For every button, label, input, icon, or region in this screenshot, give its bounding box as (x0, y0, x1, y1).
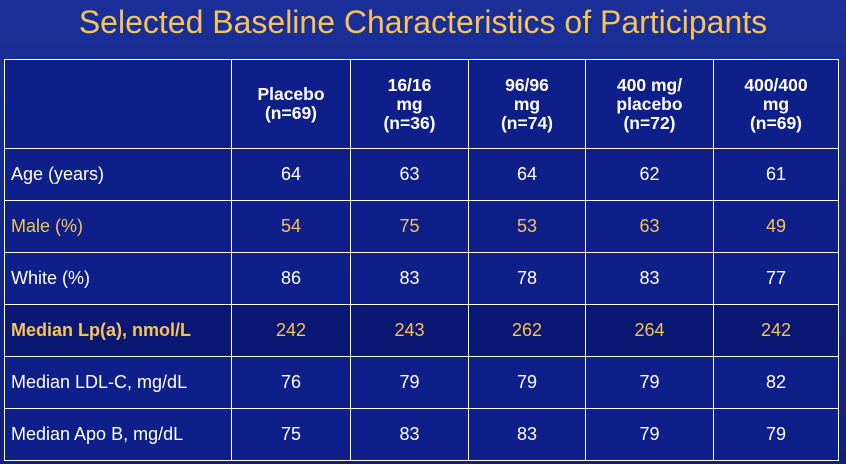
header-corner (4, 59, 232, 149)
header-16-16: 16/16 mg (n=36) (350, 59, 469, 149)
table-cell: 243 (350, 304, 469, 357)
header-line: 400 mg/ (616, 74, 683, 95)
table-cell: 61 (713, 148, 839, 201)
header-line: (n=74) (500, 112, 554, 133)
table-row-median-lpa: Median Lp(a), nmol/L 242 243 262 264 242 (4, 304, 839, 357)
table-cell: 79 (585, 408, 714, 461)
header-row: Placebo (n=69) 16/16 mg (n=36) 96/96 mg … (4, 59, 839, 149)
header-placebo: Placebo (n=69) (231, 59, 351, 149)
table-row-white: White (%) 86 83 78 83 77 (4, 252, 839, 305)
table-cell: 83 (350, 252, 469, 305)
table-cell: 242 (713, 304, 839, 357)
row-label: Median Apo B, mg/dL (4, 408, 232, 461)
header-96-96: 96/96 mg (n=74) (468, 59, 586, 149)
row-label: Median Lp(a), nmol/L (4, 304, 232, 357)
table-cell: 264 (585, 304, 714, 357)
table-cell: 63 (585, 200, 714, 253)
header-line: 16/16 (387, 74, 432, 95)
table-cell: 242 (231, 304, 351, 357)
row-label: Age (years) (4, 148, 232, 201)
header-line: 96/96 (505, 74, 549, 95)
table-cell: 64 (468, 148, 586, 201)
baseline-characteristics-table: Placebo (n=69) 16/16 mg (n=36) 96/96 mg … (4, 59, 839, 461)
row-label: Median LDL-C, mg/dL (4, 356, 232, 409)
table-cell: 77 (713, 252, 839, 305)
header-line: (n=69) (264, 103, 318, 123)
table-cell: 64 (231, 148, 351, 201)
table-cell: 62 (585, 148, 714, 201)
table-row-median-ldl: Median LDL-C, mg/dL 76 79 79 79 82 (4, 356, 839, 409)
row-label: White (%) (4, 252, 232, 305)
table-row-median-apob: Median Apo B, mg/dL 75 83 83 79 79 (4, 408, 839, 461)
table-cell: 79 (468, 356, 586, 409)
table-cell: 78 (468, 252, 586, 305)
table-cell: 53 (468, 200, 586, 253)
header-line: (n=69) (749, 112, 803, 133)
table-cell: 83 (468, 408, 586, 461)
table-cell: 83 (350, 408, 469, 461)
header-line: (n=72) (623, 112, 676, 133)
row-label: Male (%) (4, 200, 232, 253)
table-cell: 79 (350, 356, 469, 409)
header-line: (n=36) (383, 112, 436, 133)
table-cell: 49 (713, 200, 839, 253)
table-row-male: Male (%) 54 75 53 63 49 (4, 200, 839, 253)
header-line: mg (396, 93, 423, 114)
table-cell: 262 (468, 304, 586, 357)
header-400-400: 400/400 mg (n=69) (713, 59, 839, 149)
table-cell: 76 (231, 356, 351, 409)
slide-title: Selected Baseline Characteristics of Par… (78, 4, 768, 40)
header-line: mg (762, 93, 790, 114)
header-400-placebo: 400 mg/ placebo (n=72) (585, 59, 714, 149)
header-line: 400/400 (744, 74, 808, 95)
header-line: placebo (616, 93, 683, 114)
table-cell: 54 (231, 200, 351, 253)
table-cell: 75 (231, 408, 351, 461)
header-line: mg (513, 93, 541, 114)
table-cell: 82 (713, 356, 839, 409)
header-line: Placebo (257, 84, 325, 104)
table-cell: 79 (713, 408, 839, 461)
table-cell: 63 (350, 148, 469, 201)
table-cell: 83 (585, 252, 714, 305)
table-cell: 75 (350, 200, 469, 253)
table-cell: 79 (585, 356, 714, 409)
table-row-age: Age (years) 64 63 64 62 61 (4, 148, 839, 201)
table-cell: 86 (231, 252, 351, 305)
